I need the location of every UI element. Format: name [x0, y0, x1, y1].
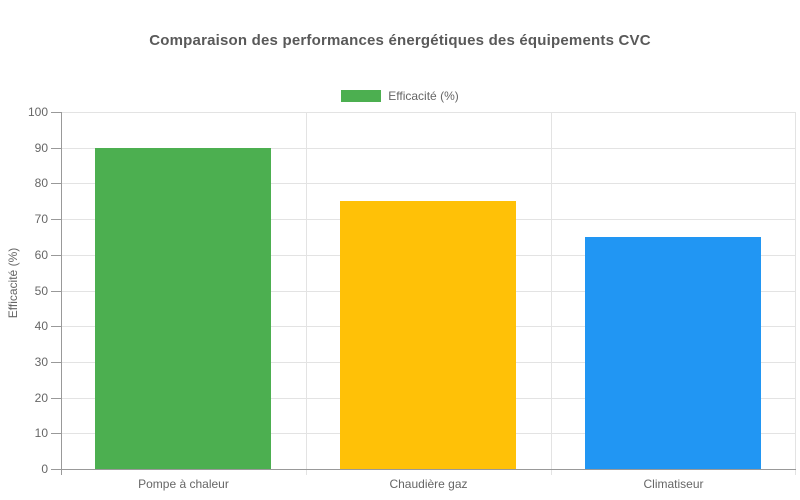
category-gridline — [306, 112, 307, 475]
y-tick-label: 20 — [34, 391, 48, 405]
bar-pompe-a-chaleur[interactable] — [95, 148, 271, 469]
horizontal-gridline — [61, 183, 796, 184]
y-tick-mark — [51, 291, 61, 292]
y-tick-mark — [51, 362, 61, 363]
category-gridline — [551, 112, 552, 475]
y-tick-label: 40 — [34, 319, 48, 333]
horizontal-gridline — [61, 148, 796, 149]
y-tick-mark — [51, 469, 61, 470]
y-tick-mark — [51, 433, 61, 434]
y-tick-label: 50 — [34, 284, 48, 298]
legend-color-swatch — [341, 90, 382, 102]
y-tick-label: 30 — [34, 355, 48, 369]
y-tick-label: 90 — [34, 141, 48, 155]
bar-climatiseur[interactable] — [585, 237, 761, 469]
horizontal-gridline — [61, 112, 796, 113]
y-tick-label: 0 — [41, 462, 48, 476]
y-tick-mark — [51, 255, 61, 256]
y-tick-mark — [51, 219, 61, 220]
y-tick-label: 100 — [27, 105, 48, 119]
y-tick-mark — [51, 398, 61, 399]
y-tick-label: 10 — [34, 426, 48, 440]
x-axis-label: Chaudière gaz — [389, 477, 468, 491]
x-axis-label: Climatiseur — [643, 477, 704, 491]
y-tick-mark — [51, 326, 61, 327]
category-gridline — [795, 112, 796, 475]
y-tick-label: 70 — [34, 212, 48, 226]
y-tick-label: 60 — [34, 248, 48, 262]
legend-label: Efficacité (%) — [388, 89, 459, 103]
y-tick-mark — [51, 112, 61, 113]
chart-title: Comparaison des performances énergétique… — [149, 32, 651, 49]
x-axis-line — [61, 469, 796, 470]
y-tick-mark — [51, 183, 61, 184]
x-axis-label: Pompe à chaleur — [138, 477, 229, 491]
bar-chaudiere-gaz[interactable] — [340, 201, 516, 469]
legend-item-efficacite[interactable]: Efficacité (%) — [0, 89, 800, 103]
y-tick-label: 80 — [34, 176, 48, 190]
y-tick-mark — [51, 148, 61, 149]
y-axis-line — [61, 112, 62, 475]
